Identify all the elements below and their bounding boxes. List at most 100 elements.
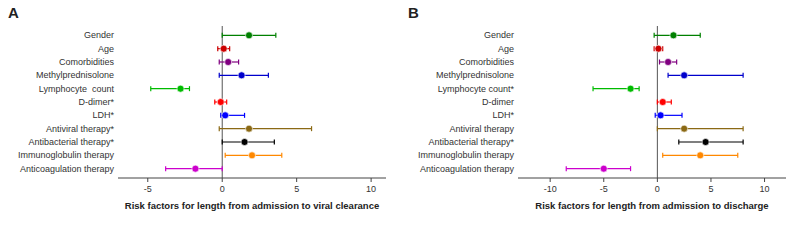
- error-cap: [222, 166, 223, 171]
- error-cap: [189, 86, 190, 91]
- x-tick: [296, 178, 297, 182]
- point: [241, 139, 248, 146]
- error-bar: [166, 166, 223, 171]
- point: [249, 152, 256, 159]
- x-tick: [657, 178, 658, 182]
- error-bar: [654, 33, 700, 38]
- point: [697, 152, 704, 159]
- error-bar: [222, 33, 276, 38]
- x-tick-label: -5: [600, 184, 608, 194]
- error-bar: [663, 153, 738, 158]
- error-cap: [220, 113, 221, 118]
- error-cap: [226, 100, 227, 105]
- y-tick-label: Age: [498, 44, 514, 54]
- x-tick-label: 0: [220, 184, 225, 194]
- y-tick-label: Antibacterial therapy*: [28, 137, 114, 147]
- error-line: [219, 128, 311, 129]
- marks: [151, 32, 312, 172]
- error-bar: [218, 46, 230, 51]
- x-axis-line: [518, 178, 786, 179]
- panel-title: B: [408, 4, 419, 21]
- error-cap: [566, 166, 567, 171]
- panel-title: A: [8, 4, 19, 21]
- point: [246, 32, 253, 39]
- error-cap: [657, 126, 658, 131]
- point: [192, 165, 199, 172]
- y-tick-label: Immunoglobulin therapy: [418, 150, 515, 160]
- point: [246, 125, 253, 132]
- error-bar: [593, 86, 639, 91]
- error-cap: [737, 153, 738, 158]
- y-tick-label: Comorbidities: [59, 57, 115, 67]
- x-tick-label: 10: [760, 184, 770, 194]
- y-tick-label: Anticoagulation therapy: [20, 164, 115, 174]
- error-line: [679, 141, 743, 142]
- error-cap: [676, 60, 677, 65]
- chart-canvas: A -5 0 5 10 Risk factors for length from admi…: [0, 0, 800, 229]
- x-tick-label: 0: [655, 184, 660, 194]
- y-tick-label: LDH*: [92, 110, 114, 120]
- x-axis-label: Risk factors for length from admission t…: [125, 200, 379, 211]
- x-tick: [710, 178, 711, 182]
- y-tick-label: Methylprednisolone: [36, 70, 114, 80]
- x-tick-label: 10: [366, 184, 376, 194]
- y-tick-label: Methylprednisolone: [436, 70, 514, 80]
- point: [238, 72, 245, 79]
- error-cap: [681, 113, 682, 118]
- x-tick-label: 5: [294, 184, 299, 194]
- error-bar: [566, 166, 630, 171]
- point: [670, 32, 677, 39]
- error-cap: [662, 153, 663, 158]
- y-tick-label: LDH*: [492, 110, 514, 120]
- y-tick-label: Antiviral therapy*: [46, 124, 115, 134]
- error-cap: [268, 73, 269, 78]
- y-tick-label: Lymphocyte count: [39, 84, 115, 94]
- point: [657, 112, 664, 119]
- error-cap: [743, 73, 744, 78]
- error-cap: [662, 46, 663, 51]
- point: [681, 72, 688, 79]
- error-cap: [150, 86, 151, 91]
- error-bar: [657, 100, 671, 105]
- error-bar: [151, 86, 190, 91]
- error-bar: [657, 126, 743, 131]
- error-cap: [700, 33, 701, 38]
- y-tick-label: Lymphocyte count*: [438, 84, 515, 94]
- error-bar: [222, 140, 274, 145]
- error-bar: [219, 73, 268, 78]
- panel: A-50510Risk factors for length from admi…: [8, 4, 386, 211]
- y-tick-label: Gender: [84, 30, 114, 40]
- error-cap: [743, 126, 744, 131]
- x-tick-label: -10: [544, 184, 557, 194]
- error-bar: [654, 46, 663, 51]
- panel: B-10-50510Risk factors for length from a…: [408, 4, 786, 211]
- error-cap: [654, 33, 655, 38]
- error-line: [657, 128, 743, 129]
- error-cap: [214, 100, 215, 105]
- error-cap: [217, 46, 218, 51]
- error-cap: [659, 60, 660, 65]
- x-tick: [147, 178, 148, 182]
- x-tick: [222, 178, 223, 182]
- error-cap: [743, 140, 744, 145]
- error-cap: [244, 113, 245, 118]
- error-cap: [165, 166, 166, 171]
- error-cap: [667, 73, 668, 78]
- point: [177, 85, 184, 92]
- error-cap: [219, 60, 220, 65]
- x-tick: [603, 178, 604, 182]
- y-tick-label: D-dimer: [482, 97, 514, 107]
- error-cap: [219, 126, 220, 131]
- error-bar: [219, 126, 311, 131]
- marks: [566, 32, 743, 172]
- error-cap: [238, 60, 239, 65]
- error-cap: [592, 86, 593, 91]
- error-line: [566, 168, 630, 169]
- point: [217, 99, 224, 106]
- y-tick-label: Anticoagulation therapy: [420, 164, 515, 174]
- point: [627, 85, 634, 92]
- error-bar: [219, 60, 238, 65]
- x-axis-label: Risk factors for length from admission t…: [535, 200, 768, 211]
- point: [600, 165, 607, 172]
- error-cap: [274, 140, 275, 145]
